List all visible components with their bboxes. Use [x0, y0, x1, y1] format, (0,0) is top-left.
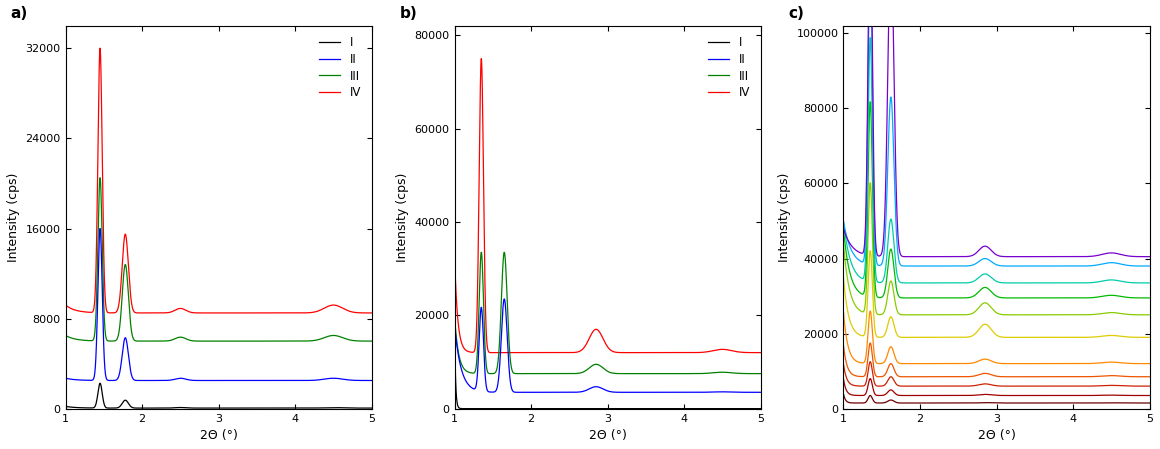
III — [501, 311, 515, 316]
III — [483, 371, 496, 376]
Line: I: I — [455, 320, 761, 409]
I — [364, 405, 378, 411]
III — [579, 368, 593, 374]
I — [501, 406, 515, 411]
IV — [483, 350, 496, 355]
III — [326, 333, 340, 338]
III — [358, 339, 372, 344]
III — [448, 313, 462, 318]
IV — [364, 310, 378, 316]
III — [644, 371, 658, 376]
I — [94, 382, 108, 387]
IV — [715, 347, 728, 352]
Line: III: III — [455, 252, 761, 374]
II — [189, 378, 203, 383]
II — [176, 376, 190, 381]
I — [483, 406, 496, 411]
Y-axis label: Intensity (cps): Intensity (cps) — [778, 172, 791, 262]
I — [754, 406, 768, 411]
I — [578, 406, 592, 411]
IV — [93, 45, 107, 51]
Text: b): b) — [399, 6, 418, 21]
Legend: I, II, III, IV: I, II, III, IV — [703, 32, 755, 104]
II — [326, 375, 340, 381]
X-axis label: 2Θ (°): 2Θ (°) — [588, 429, 626, 442]
Line: IV: IV — [455, 58, 761, 352]
II — [498, 296, 512, 302]
II — [111, 373, 125, 379]
III — [263, 339, 277, 344]
IV — [59, 302, 73, 308]
IV — [748, 350, 762, 355]
Y-axis label: Intensity (cps): Intensity (cps) — [396, 172, 409, 262]
Line: IV: IV — [66, 48, 371, 313]
IV — [111, 302, 125, 308]
X-axis label: 2Θ (°): 2Θ (°) — [200, 429, 238, 442]
IV — [263, 310, 277, 316]
III — [111, 330, 125, 336]
I — [59, 404, 73, 409]
IV — [579, 343, 593, 348]
X-axis label: 2Θ (°): 2Θ (°) — [978, 429, 1015, 442]
II — [748, 390, 762, 395]
III — [715, 370, 728, 375]
IV — [326, 302, 340, 308]
IV — [565, 350, 579, 355]
I — [189, 405, 203, 411]
II — [579, 388, 593, 393]
Line: I: I — [66, 383, 371, 408]
IV — [644, 350, 658, 355]
I — [358, 405, 372, 411]
II — [501, 343, 515, 348]
Line: II: II — [66, 229, 371, 380]
II — [565, 390, 579, 395]
II — [358, 378, 372, 383]
II — [59, 375, 73, 381]
I — [565, 406, 579, 411]
II — [448, 322, 462, 327]
III — [59, 333, 73, 338]
Text: c): c) — [789, 6, 804, 21]
III — [364, 339, 378, 344]
III — [748, 371, 762, 376]
II — [647, 390, 661, 395]
I — [448, 317, 462, 323]
IV — [754, 350, 768, 355]
III — [754, 371, 768, 376]
III — [93, 175, 107, 180]
IV — [448, 252, 462, 257]
Y-axis label: Intensity (cps): Intensity (cps) — [7, 172, 20, 262]
IV — [176, 306, 190, 312]
II — [483, 389, 496, 395]
II — [94, 231, 108, 237]
Line: II: II — [455, 299, 761, 392]
III — [565, 371, 579, 376]
III — [189, 339, 203, 344]
IV — [358, 310, 372, 316]
I — [176, 405, 190, 410]
II — [754, 390, 768, 395]
Line: III: III — [66, 178, 371, 341]
II — [364, 378, 378, 383]
I — [326, 405, 340, 410]
Legend: I, II, III, IV: I, II, III, IV — [314, 32, 365, 104]
III — [94, 181, 108, 186]
I — [93, 381, 107, 386]
IV — [189, 310, 203, 316]
I — [266, 405, 280, 411]
Text: a): a) — [10, 6, 28, 21]
III — [176, 335, 190, 340]
II — [715, 389, 728, 395]
IV — [94, 55, 108, 60]
II — [263, 378, 277, 383]
I — [748, 406, 762, 411]
II — [93, 226, 107, 231]
III — [474, 250, 488, 255]
IV — [474, 56, 488, 61]
I — [715, 406, 728, 411]
I — [111, 405, 125, 410]
IV — [501, 350, 515, 355]
